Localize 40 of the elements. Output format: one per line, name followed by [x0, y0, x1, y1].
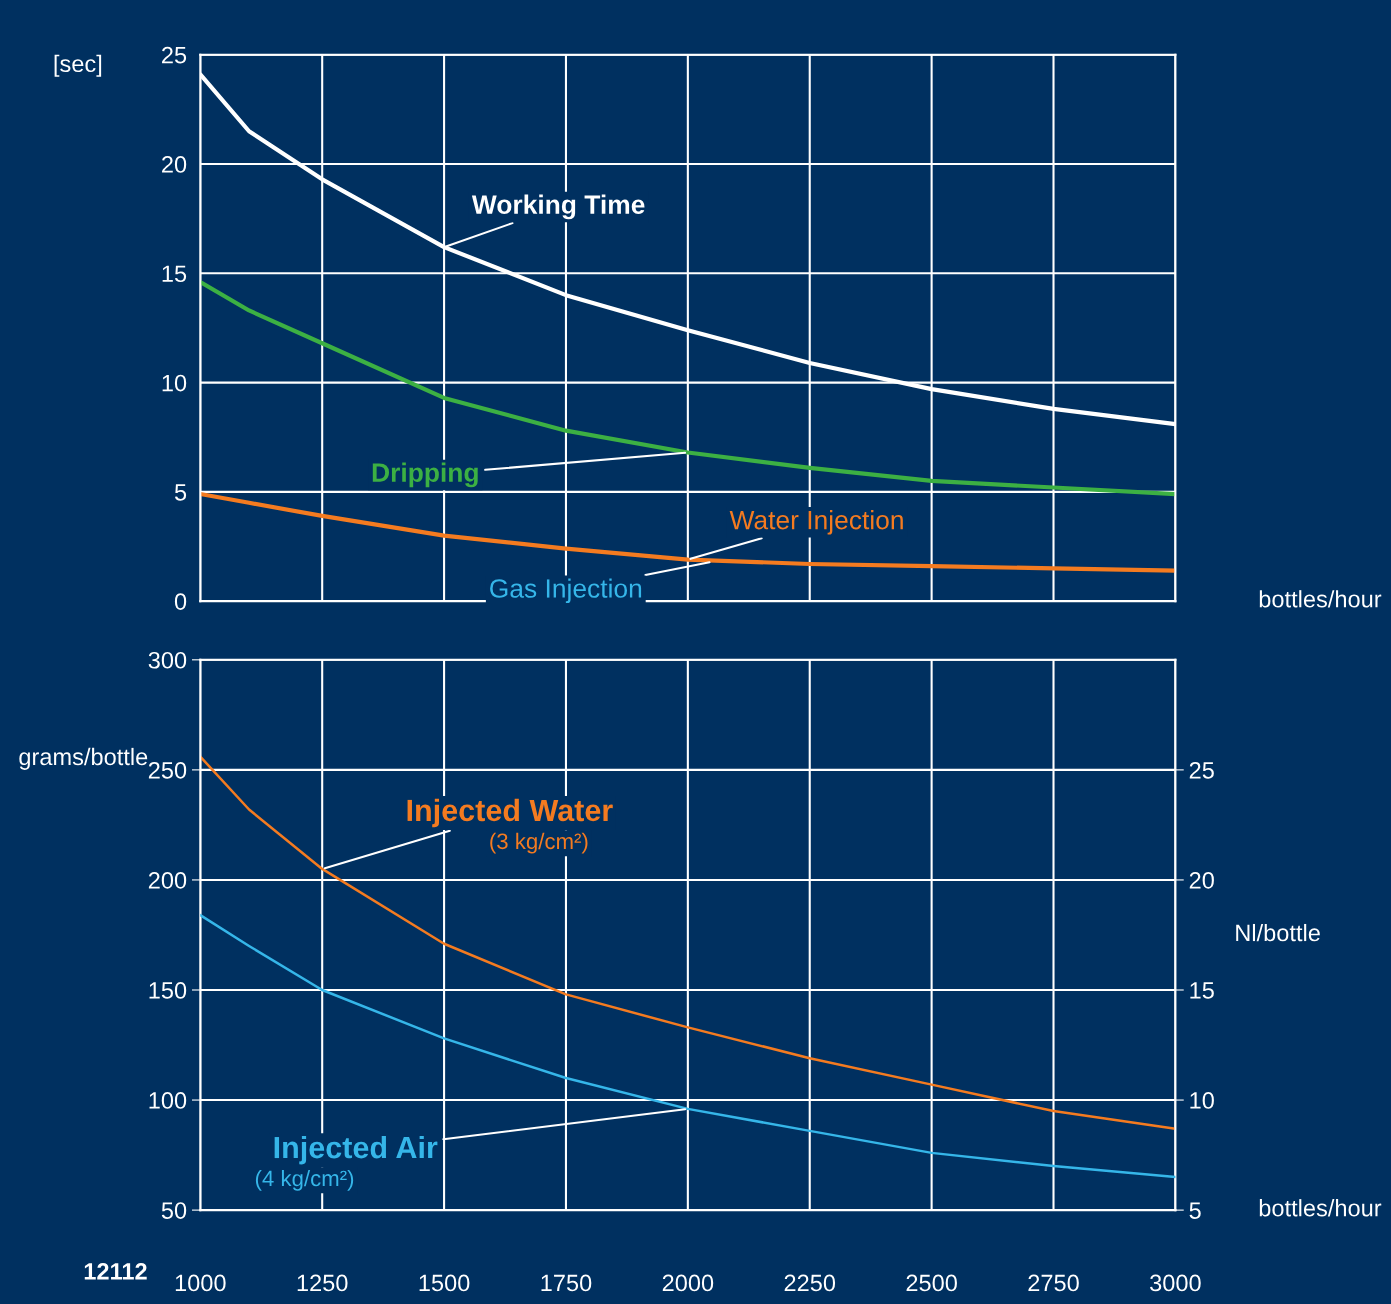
x-tick-label: 2250 [784, 1274, 836, 1292]
text: 12112 [84, 1263, 147, 1280]
y-tick-label: 150 [149, 982, 187, 999]
y-tick-label: 10 [162, 374, 187, 392]
x-tick-label: 2500 [906, 1274, 957, 1292]
x-tick-label: 1000 [175, 1274, 226, 1292]
series-label: Water Injection [729, 510, 903, 535]
x-tick-label: 3000 [1150, 1274, 1201, 1292]
x-tick-label: 2750 [1028, 1274, 1079, 1292]
annotation: Gas Injection [490, 578, 642, 604]
y-tick-label: 50 [161, 1202, 187, 1219]
series-label: Injected Water (3 kg/cm²) [407, 798, 613, 854]
y-tick-label: 0 [174, 593, 187, 610]
series-label: Working Time [471, 194, 645, 220]
y2-tick-label: 25 [1189, 761, 1214, 779]
y-tick-label: 5 [174, 484, 187, 501]
x-axis-title: bottles/hour [1259, 590, 1382, 608]
y-tick-label: 20 [162, 156, 187, 173]
y-tick-label: 250 [148, 761, 187, 779]
line-series [200, 279, 1176, 497]
y2-axis-title: Nl/bottle [1236, 923, 1320, 942]
y-tick-label: 25 [162, 46, 187, 64]
y-tick-label: 15 [162, 265, 187, 283]
x-tick-label: 1500 [419, 1274, 470, 1292]
y-tick-label: 100 [149, 1092, 187, 1109]
text: Dripping [372, 462, 478, 488]
y2-tick-label: 5 [1189, 1202, 1201, 1219]
y2-tick-label: 20 [1189, 872, 1214, 889]
text: Injected Air (4 kg/cm²) [255, 1135, 438, 1191]
line-series [200, 491, 1176, 573]
y-tick-label: 200 [148, 872, 187, 889]
y2-tick-label: 15 [1190, 982, 1214, 999]
x-tick-label: 2000 [662, 1274, 714, 1292]
x-axis-title: bottles/hour [1259, 1199, 1382, 1217]
x-tick-label: 1750 [541, 1274, 592, 1292]
y-axis-title: [sec] [54, 54, 102, 77]
y-axis-title: grams/bottle [19, 747, 148, 770]
y2-tick-label: 10 [1190, 1092, 1214, 1109]
y-tick-label: 300 [148, 651, 187, 669]
x-tick-label: 1250 [297, 1274, 348, 1292]
